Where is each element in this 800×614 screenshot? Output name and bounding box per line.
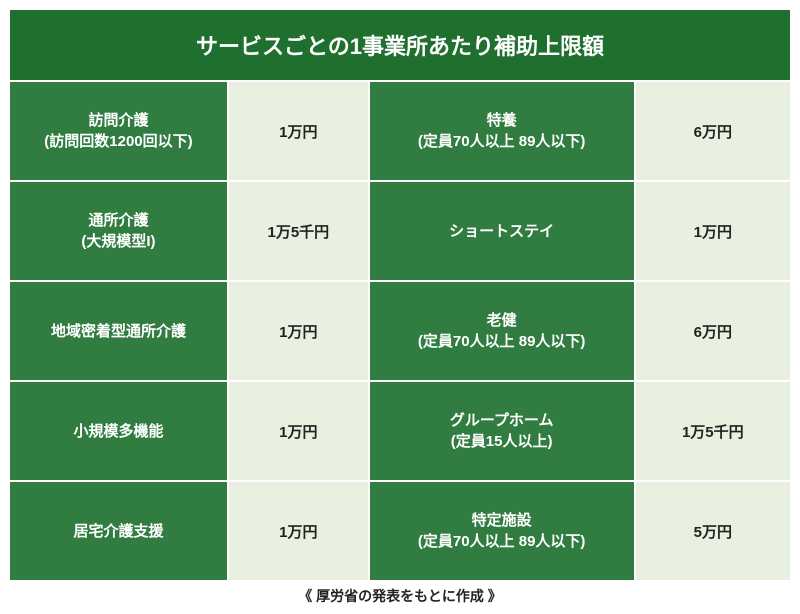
service-label-left: 地域密着型通所介護 <box>9 281 228 381</box>
amount-right: 1万円 <box>635 181 791 281</box>
amount-left: 1万円 <box>228 281 369 381</box>
table-row: 小規模多機能 1万円 グループホーム (定員15人以上)1万5千円 <box>9 381 791 481</box>
table-row: 居宅介護支援 1万円 特定施設 (定員70人以上 89人以下)5万円 <box>9 481 791 581</box>
amount-left: 1万円 <box>228 381 369 481</box>
service-label-left: 居宅介護支援 <box>9 481 228 581</box>
service-label-text: ショートステイ <box>449 223 554 240</box>
amount-left: 1万5千円 <box>228 181 369 281</box>
table-row: 地域密着型通所介護 1万円 老健 (定員70人以上 89人以下)6万円 <box>9 281 791 381</box>
service-label-text: 小規模多機能 <box>73 423 163 440</box>
amount-right: 6万円 <box>635 81 791 181</box>
footer-note: 《 厚労省の発表をもとに作成 》 <box>8 586 792 606</box>
service-label-left: 通所介護 (大規模型I) <box>9 181 228 281</box>
amount-left: 1万円 <box>228 481 369 581</box>
service-label-text: グループホーム <box>450 412 554 429</box>
service-label-left: 小規模多機能 <box>9 381 228 481</box>
table-row: 訪問介護 (訪問回数1200回以下)1万円 特養 (定員70人以上 89人以下)6万円 <box>9 81 791 181</box>
table-container: サービスごとの1事業所あたり補助上限額訪問介護(訪問回数1200回以下)1万円特… <box>8 8 792 606</box>
table-title: サービスごとの1事業所あたり補助上限額 <box>9 9 791 81</box>
service-label-right: 特定施設 (定員70人以上 89人以下) <box>369 481 635 581</box>
service-label-sub: (定員70人以上 89人以下) <box>370 331 634 352</box>
amount-right: 1万5千円 <box>635 381 791 481</box>
subsidy-table: サービスごとの1事業所あたり補助上限額訪問介護(訪問回数1200回以下)1万円特… <box>8 8 792 582</box>
service-label-sub: (定員15人以上) <box>370 431 634 452</box>
service-label-right: 特養 (定員70人以上 89人以下) <box>369 81 635 181</box>
service-label-text: 通所介護 <box>88 212 148 229</box>
service-label-right: ショートステイ <box>369 181 635 281</box>
service-label-sub: (定員70人以上 89人以下) <box>370 531 634 552</box>
service-label-left: 訪問介護 (訪問回数1200回以下) <box>9 81 228 181</box>
service-label-sub: (定員70人以上 89人以下) <box>370 131 634 152</box>
service-label-text: 訪問介護 <box>88 112 148 129</box>
service-label-text: 特養 <box>487 112 517 129</box>
service-label-text: 地域密着型通所介護 <box>51 323 186 340</box>
amount-right: 6万円 <box>635 281 791 381</box>
service-label-text: 老健 <box>487 312 517 329</box>
service-label-sub: (訪問回数1200回以下) <box>10 131 227 152</box>
table-row: 通所介護 (大規模型I)1万5千円 ショートステイ 1万円 <box>9 181 791 281</box>
service-label-right: グループホーム (定員15人以上) <box>369 381 635 481</box>
service-label-text: 居宅介護支援 <box>73 523 163 540</box>
amount-left: 1万円 <box>228 81 369 181</box>
service-label-sub: (大規模型I) <box>10 231 227 252</box>
amount-right: 5万円 <box>635 481 791 581</box>
service-label-text: 特定施設 <box>472 512 532 529</box>
service-label-right: 老健 (定員70人以上 89人以下) <box>369 281 635 381</box>
